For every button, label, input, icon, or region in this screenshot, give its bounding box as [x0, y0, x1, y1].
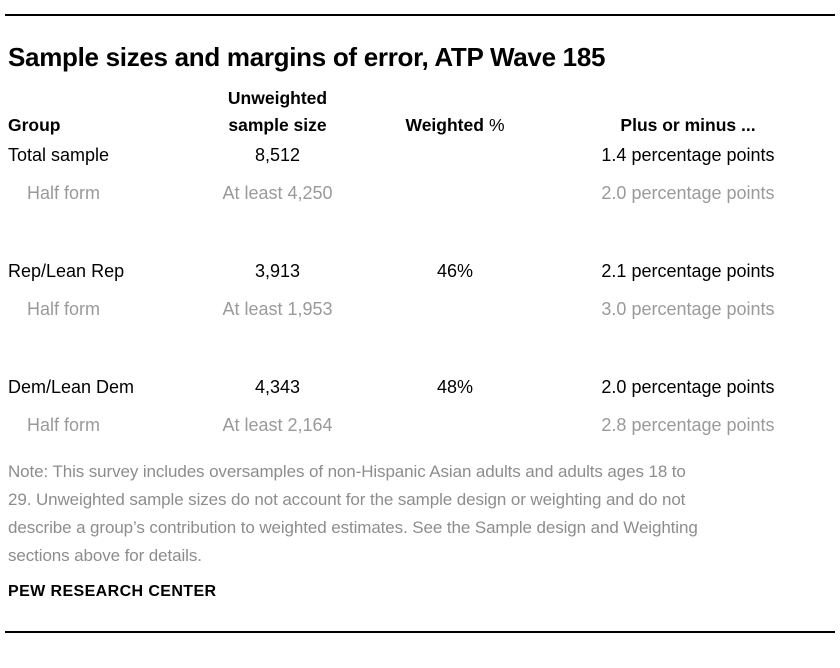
column-header-unweighted-line1: Unweighted [227, 88, 328, 108]
cell-group: Rep/Lean Rep [8, 260, 125, 281]
note-line: 29. Unweighted sample sizes do not accou… [8, 490, 686, 509]
note-line: sections above for details. [8, 546, 202, 565]
bottom-rule [5, 631, 835, 633]
table-card: Sample sizes and margins of error, ATP W… [0, 14, 840, 633]
cell-margin-of-error: 3.0 percentage points [601, 298, 775, 319]
cell-margin-of-error: 2.8 percentage points [601, 414, 775, 435]
column-header-group: Group [8, 115, 61, 135]
section-gap [0, 328, 840, 368]
note-line: describe a group’s contribution to weigh… [8, 518, 698, 537]
weighted-label: Weighted [405, 115, 484, 135]
cell-margin-of-error: 2.0 percentage points [601, 182, 775, 203]
cell-group: Half form [27, 182, 101, 203]
cell-unweighted-sample-size: 4,343 [254, 376, 301, 397]
table-body: Total sample 8,512 1.4 percentage points… [0, 136, 840, 444]
column-header-unweighted-line2: sample size [228, 115, 327, 135]
cell-unweighted-sample-size: 3,913 [254, 260, 301, 281]
cell-margin-of-error: 2.1 percentage points [601, 260, 775, 281]
top-rule [5, 14, 835, 16]
cell-group: Half form [27, 414, 101, 435]
table-row: Dem/Lean Dem 4,343 48% 2.0 percentage po… [8, 368, 840, 406]
cell-unweighted-sample-size: At least 4,250 [222, 182, 333, 203]
cell-margin-of-error: 1.4 percentage points [601, 144, 775, 165]
cell-unweighted-sample-size: At least 2,164 [222, 414, 333, 435]
section-gap [0, 212, 840, 252]
cell-group: Total sample [8, 144, 110, 165]
cell-unweighted-sample-size: At least 1,953 [222, 298, 333, 319]
table-row: Half form At least 1,953 3.0 percentage … [8, 290, 840, 328]
table-row: Total sample 8,512 1.4 percentage points [8, 136, 840, 174]
cell-group: Dem/Lean Dem [8, 376, 135, 397]
brand-footer: PEW RESEARCH CENTER [8, 583, 217, 600]
table-header: Unweighted Group sample size Weighted% P… [0, 86, 840, 136]
cell-unweighted-sample-size: 8,512 [254, 144, 301, 165]
table-row: Half form At least 2,164 2.8 percentage … [8, 406, 840, 444]
note-line: Note: This survey includes oversamples o… [8, 462, 686, 481]
column-header-weighted: Weighted% [360, 115, 550, 136]
column-header-plus-minus: Plus or minus ... [620, 115, 756, 135]
weighted-percent-sign: % [488, 115, 505, 135]
cell-group: Half form [27, 298, 101, 319]
cell-weighted-pct: 48% [436, 376, 474, 397]
cell-weighted-pct: 46% [436, 260, 474, 281]
table-row: Half form At least 4,250 2.0 percentage … [8, 174, 840, 212]
table-row: Rep/Lean Rep 3,913 46% 2.1 percentage po… [8, 252, 840, 290]
note-text: Note: This survey includes oversamples o… [8, 458, 832, 570]
cell-margin-of-error: 2.0 percentage points [601, 376, 775, 397]
page-title: Sample sizes and margins of error, ATP W… [8, 42, 606, 72]
